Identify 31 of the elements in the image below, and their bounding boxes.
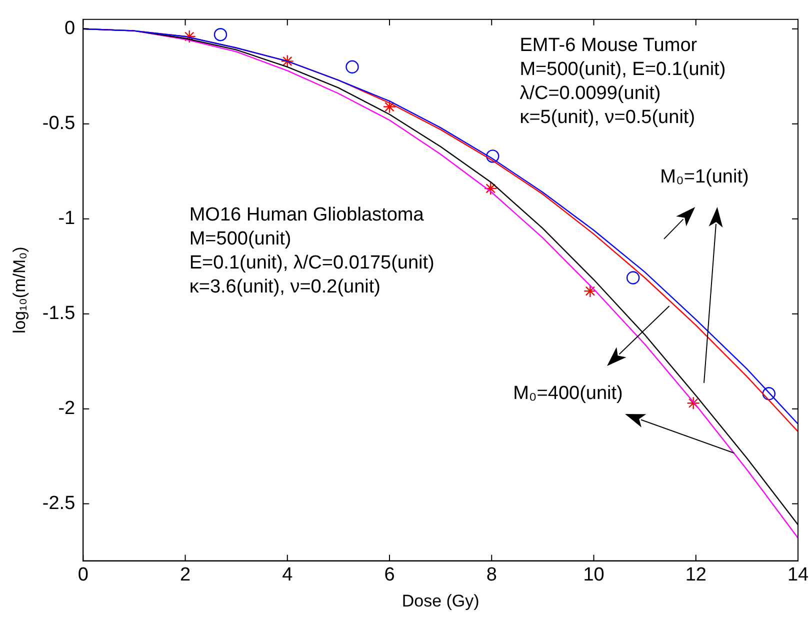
point — [214, 28, 228, 42]
x-tick-label: 8 — [486, 564, 497, 586]
point — [484, 182, 498, 196]
y-tick-label: -0.5 — [42, 113, 76, 134]
y-tick-label: -1.5 — [42, 303, 76, 324]
annotation: M₀=400(unit) — [513, 382, 623, 404]
y-tick-label: -2.5 — [42, 493, 76, 514]
point — [686, 396, 700, 410]
point — [346, 60, 359, 74]
y-tick-label: -2 — [58, 398, 76, 420]
x-tick-label: 10 — [583, 564, 604, 586]
x-tick-label: 14 — [787, 564, 809, 586]
y-axis-title: log₁₀(m/M₀) — [10, 246, 29, 334]
x-axis-title: Dose (Gy) — [402, 591, 480, 610]
point — [626, 271, 640, 284]
point — [280, 54, 294, 68]
x-tick-label: 12 — [685, 564, 706, 586]
y-tick-label: -1 — [58, 208, 76, 230]
x-tick-label: 6 — [384, 564, 395, 586]
annotation: M₀=1(unit) — [660, 166, 749, 188]
annotation: EMT-6 Mouse Tumor M=500(unit), E=0.1(unit) λ/C=0.0099(unit) κ=5(unit), ν=0.5(unit) — [520, 35, 726, 128]
point — [486, 150, 500, 163]
y-tick-label: 0 — [64, 18, 76, 40]
point — [182, 30, 196, 44]
point — [762, 387, 776, 400]
x-tick-label: 2 — [180, 564, 191, 586]
point — [584, 284, 597, 298]
point — [382, 100, 396, 114]
x-tick-label: 0 — [78, 564, 88, 586]
x-tick-label: 4 — [282, 564, 294, 586]
annotation: MO16 Human Glioblastoma M=500(unit) E=0.1(unit), λ/C=0.0175(unit) κ=3.6(unit), ν=0.2(unit) — [189, 204, 434, 298]
